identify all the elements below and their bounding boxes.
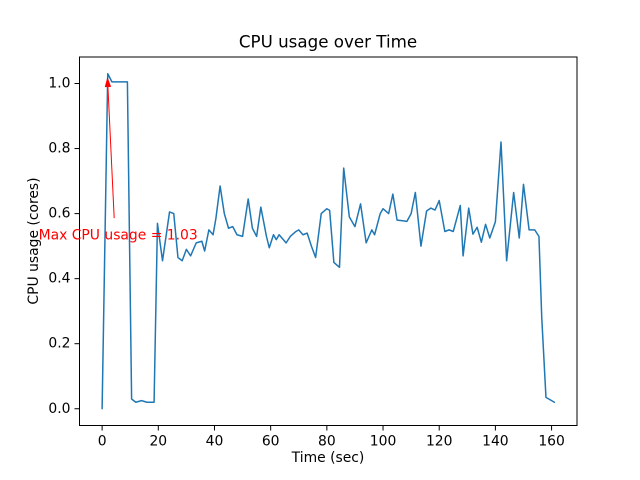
x-tick-label: 40 bbox=[206, 434, 224, 450]
x-tick-label: 80 bbox=[318, 434, 336, 450]
x-axis-label: Time (sec) bbox=[291, 450, 365, 466]
cpu-usage-series-line bbox=[101, 73, 556, 410]
chart-title: CPU usage over Time bbox=[239, 32, 417, 52]
x-tick-label: 20 bbox=[149, 434, 167, 450]
x-tick-label: 100 bbox=[370, 434, 397, 450]
max-annotation-text: Max CPU usage = 1.03 bbox=[39, 228, 198, 244]
y-tick-label: 0.2 bbox=[48, 336, 70, 352]
annotation-arrowhead bbox=[104, 77, 112, 88]
x-tick-label: 120 bbox=[426, 434, 453, 450]
y-tick-label: 0.4 bbox=[48, 271, 70, 287]
x-tick-label: 60 bbox=[262, 434, 280, 450]
y-axis-label: CPU usage (cores) bbox=[26, 177, 42, 304]
x-tick-label: 0 bbox=[98, 434, 107, 450]
annotation-arrow bbox=[107, 84, 115, 219]
x-tick-label: 140 bbox=[482, 434, 509, 450]
y-tick-label: 1.0 bbox=[48, 76, 70, 92]
x-tick-label: 160 bbox=[538, 434, 565, 450]
y-tick-label: 0.6 bbox=[48, 206, 70, 222]
y-tick-label: 0.0 bbox=[48, 401, 70, 417]
y-tick-label: 0.8 bbox=[48, 141, 70, 157]
axes-frame bbox=[79, 56, 578, 426]
